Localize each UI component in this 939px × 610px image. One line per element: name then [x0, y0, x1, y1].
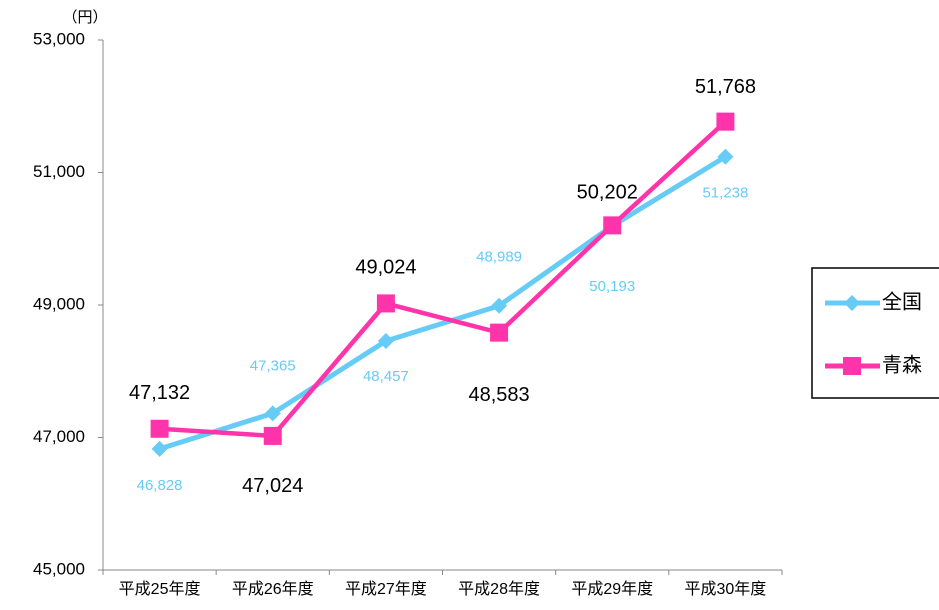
legend-label: 青森	[882, 353, 922, 376]
point	[377, 332, 394, 349]
x-tick-label: 平成27年度	[345, 580, 427, 598]
data-label: 51,768	[695, 76, 756, 98]
point	[150, 419, 169, 438]
data-label: 46,828	[137, 477, 183, 494]
point	[491, 297, 508, 314]
legend-marker	[843, 357, 861, 375]
point	[717, 148, 734, 165]
y-tick-label: 49,000	[33, 294, 85, 313]
data-label: 48,989	[476, 249, 522, 266]
x-tick-label: 平成30年度	[685, 580, 767, 598]
data-label: 50,202	[577, 182, 638, 204]
data-label: 47,132	[129, 382, 190, 404]
y-tick-label: 47,000	[33, 427, 85, 446]
data-label: 48,457	[363, 368, 409, 385]
y-unit-label: （円）	[62, 9, 107, 26]
legend-label: 全国	[882, 290, 922, 313]
data-label: 47,365	[250, 357, 296, 374]
point	[264, 405, 281, 422]
y-tick-label: 53,000	[33, 29, 85, 48]
legend-box	[811, 267, 939, 399]
data-label: 47,024	[242, 475, 303, 497]
series-line	[158, 154, 727, 452]
data-label: 51,238	[702, 185, 748, 202]
data-label: 48,583	[468, 384, 529, 406]
point	[490, 323, 509, 342]
point	[716, 112, 735, 131]
x-tick-label: 平成29年度	[571, 580, 653, 598]
point	[603, 216, 622, 235]
x-tick-label: 平成25年度	[119, 580, 201, 598]
data-label: 50,193	[589, 278, 635, 295]
point	[263, 426, 282, 445]
data-label: 49,024	[355, 257, 416, 279]
y-tick-label: 51,000	[33, 162, 85, 181]
point	[376, 294, 395, 313]
x-tick-label: 平成28年度	[458, 580, 540, 598]
point	[151, 440, 168, 457]
legend-marker	[844, 295, 860, 311]
x-tick-label: 平成26年度	[232, 580, 314, 598]
series-line	[159, 119, 727, 439]
y-tick-label: 45,000	[33, 559, 85, 578]
